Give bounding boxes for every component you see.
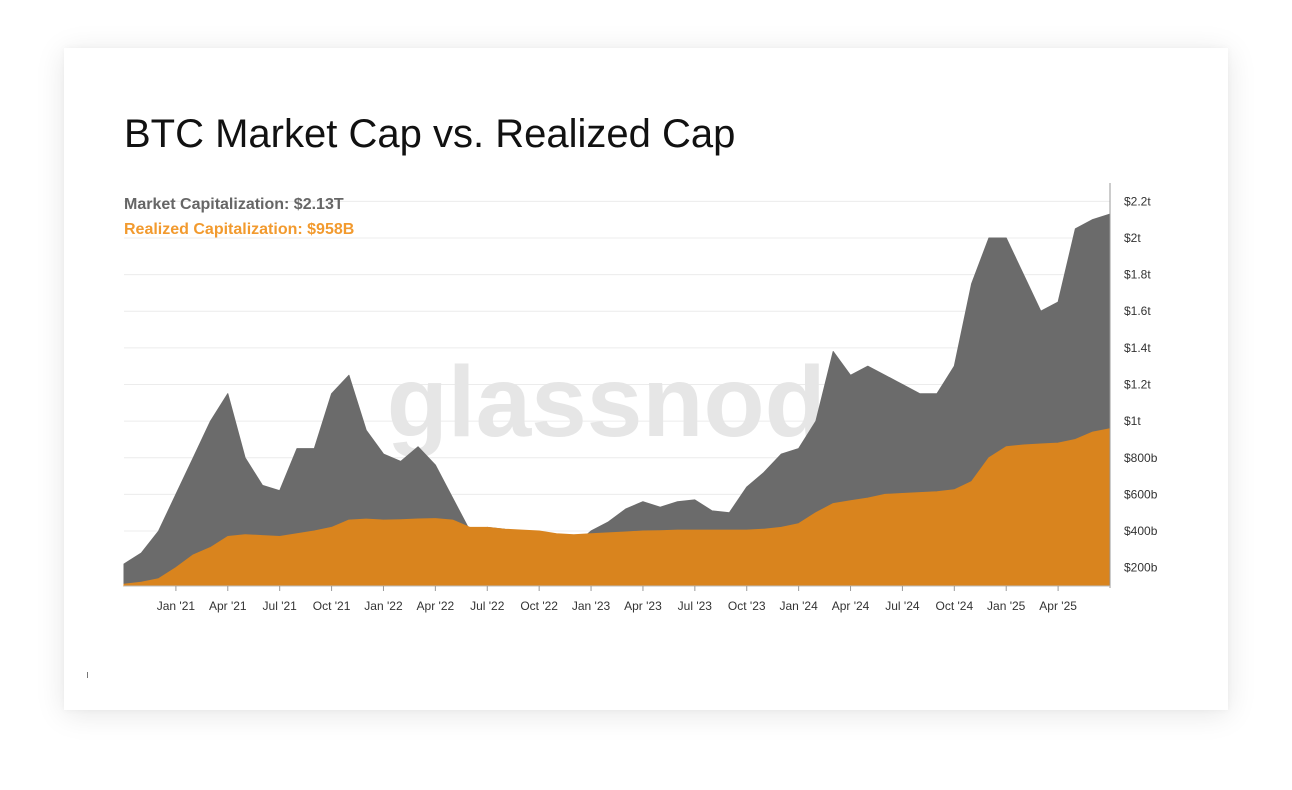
x-tick-label: Apr '23 — [624, 599, 662, 613]
watermark: glassnode — [387, 346, 882, 458]
series-areas — [123, 213, 1111, 587]
chart-plot: glassnode $2.2t $2t $1.8t $1.6t $1.4t $1.2t $1… — [123, 183, 1158, 613]
y-tick-label: $1.2t — [1124, 378, 1151, 392]
y-tick-label: $2.2t — [1124, 194, 1151, 208]
x-tick-label: Jul '23 — [678, 599, 713, 613]
corner-tick — [87, 672, 88, 678]
y-tick-label: $800b — [1124, 451, 1158, 465]
x-tick-label: Apr '22 — [417, 599, 455, 613]
x-tick-label: Oct '22 — [520, 599, 558, 613]
x-tick-label: Jan '23 — [572, 599, 611, 613]
x-tick-label: Oct '23 — [728, 599, 766, 613]
x-tick-label: Oct '24 — [935, 599, 973, 613]
y-tick-label: $400b — [1124, 524, 1158, 538]
x-tick-label: Jul '21 — [263, 599, 298, 613]
x-tick-label: Jan '25 — [987, 599, 1026, 613]
y-tick-label: $1.8t — [1124, 268, 1151, 282]
y-tick-label: $200b — [1124, 561, 1158, 575]
y-tick-label: $600b — [1124, 487, 1158, 501]
legend-realized-cap: Realized Capitalization: $958B — [124, 221, 354, 238]
x-tick-label: Jan '21 — [157, 599, 196, 613]
x-tick-label: Jan '22 — [364, 599, 403, 613]
y-tick-label: $1t — [1124, 414, 1141, 428]
chart-title: BTC Market Cap vs. Realized Cap — [124, 112, 736, 156]
x-tick-label: Jan '24 — [779, 599, 818, 613]
y-tick-label: $1.6t — [1124, 304, 1151, 318]
y-tick-label: $1.4t — [1124, 341, 1151, 355]
x-tick-label: Apr '25 — [1039, 599, 1077, 613]
x-tick-label: Jul '22 — [470, 599, 505, 613]
y-tick-label: $2t — [1124, 231, 1141, 245]
x-tick-label: Jul '24 — [885, 599, 920, 613]
x-tick-label: Apr '24 — [832, 599, 870, 613]
x-tick-label: Apr '21 — [209, 599, 247, 613]
legend-market-cap: Market Capitalization: $2.13T — [124, 196, 344, 213]
x-tick-labels: Jan '21 Apr '21 Jul '21 Oct '21 Jan '22 Apr '… — [157, 586, 1077, 613]
chart-card: BTC Market Cap vs. Realized Cap glassnod… — [64, 48, 1228, 710]
x-tick-label: Oct '21 — [313, 599, 351, 613]
y-tick-labels: $2.2t $2t $1.8t $1.6t $1.4t $1.2t $1t $800b $600… — [1124, 194, 1158, 574]
